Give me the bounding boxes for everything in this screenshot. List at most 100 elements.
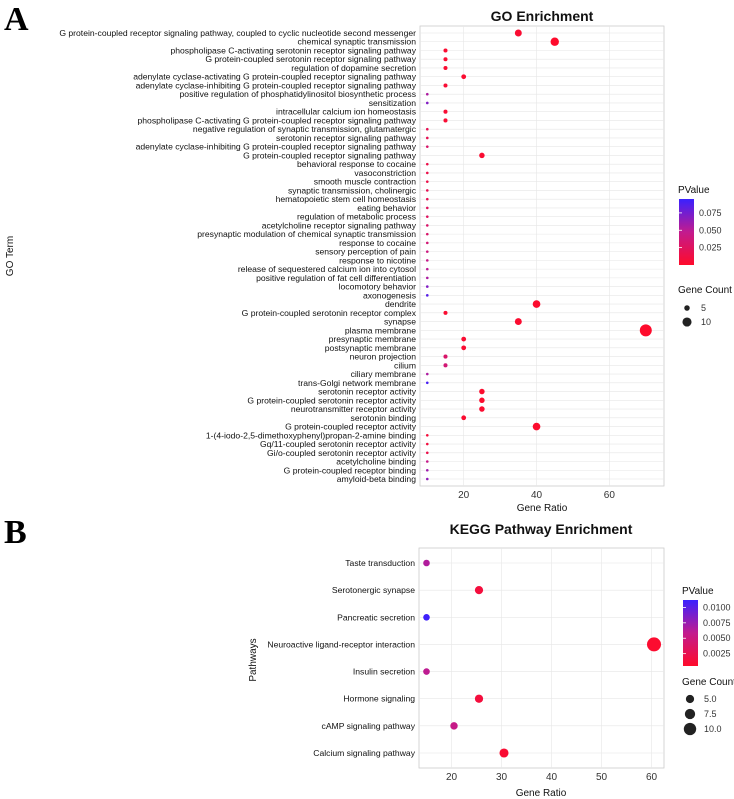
term-label: amyloid-beta binding bbox=[337, 474, 417, 484]
size-legend-label: 10.0 bbox=[704, 724, 722, 734]
data-point bbox=[479, 406, 485, 412]
data-point bbox=[532, 300, 541, 308]
data-point bbox=[425, 232, 429, 236]
data-point bbox=[425, 206, 429, 210]
term-label: hematopoietic stem cell homeostasis bbox=[276, 194, 416, 204]
x-tick-label: 50 bbox=[596, 772, 608, 783]
term-label: chemical synaptic transmission bbox=[298, 37, 417, 47]
data-point bbox=[425, 276, 429, 280]
data-point bbox=[425, 101, 429, 105]
data-point bbox=[425, 259, 429, 262]
data-point bbox=[425, 381, 429, 385]
size-legend-label: 5 bbox=[701, 303, 706, 313]
term-label: response to nicotine bbox=[339, 255, 416, 265]
kegg-pvalue-colorbar bbox=[683, 600, 698, 666]
term-label: dendrite bbox=[385, 299, 416, 309]
term-label: serotonin binding bbox=[351, 413, 417, 423]
colorbar-tick-label: 0.0025 bbox=[703, 649, 731, 659]
x-tick-label: 60 bbox=[604, 490, 616, 501]
data-point bbox=[443, 118, 448, 123]
go-gridlines bbox=[420, 26, 664, 486]
size-legend-dot bbox=[684, 305, 690, 311]
data-point bbox=[647, 637, 661, 652]
term-label: Taste transduction bbox=[345, 558, 415, 568]
data-point bbox=[425, 285, 429, 288]
x-tick-label: 30 bbox=[496, 772, 508, 783]
data-point bbox=[425, 162, 429, 166]
colorbar-tick-label: 0.050 bbox=[699, 225, 722, 235]
term-label: regulation of dopamine secretion bbox=[291, 63, 416, 73]
data-point bbox=[550, 37, 559, 46]
term-label: phospholipase C-activating serotonin rec… bbox=[170, 45, 416, 55]
term-label: vasoconstriction bbox=[354, 168, 416, 178]
go-pvalue-legend-title: PValue bbox=[678, 185, 710, 196]
term-label: ciliary membrane bbox=[351, 369, 417, 379]
data-point bbox=[443, 109, 448, 114]
data-point bbox=[425, 180, 429, 183]
data-point bbox=[443, 57, 448, 62]
data-point bbox=[425, 145, 429, 148]
data-point bbox=[425, 241, 429, 245]
term-label: regulation of metabolic process bbox=[297, 212, 416, 222]
go-x-axis-label: Gene Ratio bbox=[517, 503, 568, 514]
panel-a-label: A bbox=[4, 1, 29, 38]
data-point bbox=[479, 397, 485, 404]
term-label: Neuroactive ligand-receptor interaction bbox=[267, 639, 415, 649]
data-point bbox=[639, 324, 652, 337]
colorbar-tick-label: 0.025 bbox=[699, 243, 722, 253]
data-point bbox=[443, 65, 448, 71]
size-legend-label: 7.5 bbox=[704, 709, 717, 719]
go-chart-title: GO Enrichment bbox=[491, 8, 594, 24]
term-label: G protein-coupled serotonin receptor com… bbox=[242, 308, 417, 318]
kegg-chart-title: KEGG Pathway Enrichment bbox=[450, 521, 633, 537]
data-point bbox=[443, 310, 448, 315]
term-label: Pancreatic secretion bbox=[337, 612, 415, 622]
kegg-x-axis-label: Gene Ratio bbox=[516, 788, 567, 799]
size-legend-label: 10 bbox=[701, 317, 711, 327]
data-point bbox=[425, 224, 429, 227]
go-term-labels: G protein-coupled receptor signaling pat… bbox=[59, 28, 416, 484]
term-label: smooth muscle contraction bbox=[314, 177, 416, 187]
data-point bbox=[514, 318, 522, 326]
term-label: adenylate cyclase-inhibiting G protein-c… bbox=[136, 142, 417, 152]
term-label: release of sequestered calcium ion into … bbox=[238, 264, 416, 274]
term-label: axonogenesis bbox=[363, 290, 416, 300]
kegg-count-legend-title: Gene Count bbox=[682, 677, 734, 688]
term-label: synaptic transmission, cholinergic bbox=[288, 185, 417, 195]
term-label: trans-Golgi network membrane bbox=[298, 378, 416, 388]
kegg-points bbox=[423, 559, 661, 758]
term-label: G protein-coupled receptor signaling pat… bbox=[59, 28, 416, 38]
go-count-legend-title: Gene Count bbox=[678, 285, 732, 296]
data-point bbox=[425, 215, 429, 218]
term-label: phospholipase C-activating G protein-cou… bbox=[137, 115, 416, 125]
data-point bbox=[443, 354, 448, 359]
term-label: Hormone signaling bbox=[343, 694, 415, 704]
data-point bbox=[425, 171, 429, 175]
size-legend-dot bbox=[684, 708, 696, 720]
data-point bbox=[425, 451, 429, 455]
panel-b-label: B bbox=[4, 514, 27, 551]
term-label: positive regulation of phosphatidylinosi… bbox=[180, 89, 416, 99]
data-point bbox=[425, 477, 429, 481]
term-label: 1-(4-iodo-2,5-dimethoxyphenyl)propan-2-a… bbox=[206, 430, 416, 440]
term-label: synapse bbox=[384, 317, 416, 327]
term-label: positive regulation of fat cell differen… bbox=[256, 273, 416, 283]
colorbar-tick-label: 0.0075 bbox=[703, 618, 731, 628]
term-label: neuron projection bbox=[350, 352, 417, 362]
size-legend-dot bbox=[682, 317, 692, 327]
kegg-plot-panel bbox=[418, 547, 665, 769]
term-label: response to cocaine bbox=[339, 238, 416, 248]
data-point bbox=[425, 189, 429, 192]
term-label: serotonin receptor activity bbox=[318, 387, 417, 397]
term-label: G protein-coupled receptor signaling pat… bbox=[243, 150, 417, 160]
data-point bbox=[425, 197, 429, 201]
go-pvalue-ticks: 0.075 0.050 0.025 bbox=[679, 208, 722, 253]
term-label: postsynaptic membrane bbox=[325, 343, 416, 353]
data-point bbox=[474, 586, 484, 595]
data-point bbox=[425, 267, 429, 271]
term-label: presynaptic modulation of chemical synap… bbox=[197, 229, 416, 239]
go-points bbox=[425, 29, 652, 481]
term-label: serotonin receptor signaling pathway bbox=[276, 133, 417, 143]
data-point bbox=[425, 433, 429, 437]
